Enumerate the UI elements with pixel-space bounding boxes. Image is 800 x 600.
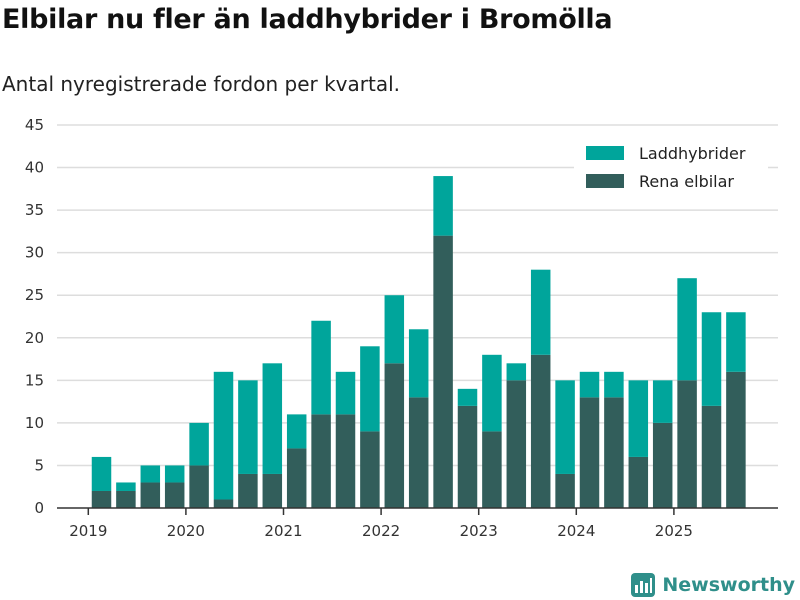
bar-rena-elbilar[interactable] bbox=[189, 465, 209, 508]
bar-laddhybrider[interactable] bbox=[335, 371, 356, 415]
chart-title: Elbilar nu fler än laddhybrider i Bromöl… bbox=[2, 4, 613, 35]
bar-rena-elbilar[interactable] bbox=[555, 473, 575, 508]
bar-laddhybrider[interactable] bbox=[189, 422, 209, 466]
bar-rena-elbilar[interactable] bbox=[213, 499, 234, 508]
bar-laddhybrider[interactable] bbox=[579, 371, 600, 398]
bar-laddhybrider[interactable] bbox=[91, 456, 112, 491]
brand-name: Newsworthy bbox=[662, 574, 795, 596]
y-tick-label: 10 bbox=[25, 414, 44, 432]
bar-rena-elbilar[interactable] bbox=[701, 405, 722, 508]
bar-laddhybrider[interactable] bbox=[701, 312, 722, 406]
bar-laddhybrider[interactable] bbox=[311, 320, 331, 415]
bar-laddhybrider[interactable] bbox=[652, 380, 673, 423]
bar-rena-elbilar[interactable] bbox=[164, 482, 185, 508]
x-tick-label: 2024 bbox=[557, 522, 595, 540]
y-tick-label: 25 bbox=[25, 286, 44, 304]
bar-rena-elbilar[interactable] bbox=[311, 414, 331, 508]
bar-laddhybrider[interactable] bbox=[677, 278, 697, 381]
bar-laddhybrider[interactable] bbox=[506, 363, 527, 381]
bar-rena-elbilar[interactable] bbox=[677, 380, 697, 508]
bar-laddhybrider[interactable] bbox=[140, 465, 161, 483]
bar-rena-elbilar[interactable] bbox=[482, 431, 502, 508]
bar-rena-elbilar[interactable] bbox=[384, 363, 405, 508]
y-tick-label: 5 bbox=[34, 456, 44, 474]
y-tick-label: 15 bbox=[25, 371, 44, 389]
bar-rena-elbilar[interactable] bbox=[286, 448, 307, 508]
bar-rena-elbilar[interactable] bbox=[628, 456, 649, 508]
bar-laddhybrider[interactable] bbox=[384, 295, 405, 364]
x-tick-label: 2023 bbox=[460, 522, 498, 540]
bar-rena-elbilar[interactable] bbox=[262, 473, 283, 508]
bar-laddhybrider[interactable] bbox=[408, 329, 429, 398]
bar-laddhybrider[interactable] bbox=[555, 380, 575, 474]
x-tick-label: 2025 bbox=[655, 522, 693, 540]
bar-rena-elbilar[interactable] bbox=[726, 371, 746, 508]
bar-laddhybrider[interactable] bbox=[238, 380, 258, 474]
x-tick-label: 2019 bbox=[69, 522, 107, 540]
legend: Laddhybrider Rena elbilar bbox=[574, 137, 768, 197]
x-axis: 2019 2020 2021 2022 2023 2024 2025 bbox=[57, 507, 778, 540]
y-tick-label: 35 bbox=[25, 201, 44, 219]
bar-laddhybrider[interactable] bbox=[726, 312, 746, 372]
bar-rena-elbilar[interactable] bbox=[408, 397, 429, 508]
bar-laddhybrider[interactable] bbox=[457, 388, 478, 406]
bar-rena-elbilar[interactable] bbox=[457, 405, 478, 508]
newsworthy-icon bbox=[631, 573, 656, 597]
bar-rena-elbilar[interactable] bbox=[604, 397, 624, 508]
bar-laddhybrider[interactable] bbox=[213, 371, 234, 500]
x-tick-label: 2020 bbox=[167, 522, 205, 540]
bar-rena-elbilar[interactable] bbox=[140, 482, 161, 508]
y-tick-label: 0 bbox=[34, 499, 44, 517]
bar-rena-elbilar[interactable] bbox=[506, 380, 527, 508]
bar-laddhybrider[interactable] bbox=[286, 414, 307, 449]
bar-laddhybrider[interactable] bbox=[604, 371, 624, 398]
bar-laddhybrider[interactable] bbox=[262, 363, 283, 474]
bar-rena-elbilar[interactable] bbox=[91, 490, 112, 508]
legend-label: Laddhybrider bbox=[639, 144, 746, 163]
y-tick-label: 30 bbox=[25, 244, 44, 262]
bar-laddhybrider[interactable] bbox=[164, 465, 185, 483]
y-axis-labels: 0 5 10 15 20 25 30 35 40 45 bbox=[25, 116, 44, 517]
bar-laddhybrider[interactable] bbox=[628, 380, 649, 457]
newsworthy-logo[interactable]: Newsworthy bbox=[630, 572, 795, 598]
y-tick-label: 20 bbox=[25, 329, 44, 347]
bar-laddhybrider[interactable] bbox=[360, 346, 380, 432]
bars bbox=[91, 176, 746, 508]
y-tick-label: 45 bbox=[25, 116, 44, 134]
bar-rena-elbilar[interactable] bbox=[652, 422, 673, 508]
bar-laddhybrider[interactable] bbox=[116, 482, 136, 491]
bar-laddhybrider[interactable] bbox=[433, 176, 453, 236]
y-tick-label: 40 bbox=[25, 159, 44, 177]
bar-laddhybrider[interactable] bbox=[482, 354, 502, 432]
x-tick-label: 2021 bbox=[264, 522, 302, 540]
chart-subtitle: Antal nyregistrerade fordon per kvartal. bbox=[2, 72, 401, 96]
bar-rena-elbilar[interactable] bbox=[116, 490, 136, 508]
bar-rena-elbilar[interactable] bbox=[530, 354, 551, 508]
legend-label: Rena elbilar bbox=[639, 172, 734, 191]
bar-laddhybrider[interactable] bbox=[530, 269, 551, 355]
x-tick-label: 2022 bbox=[362, 522, 400, 540]
legend-swatch bbox=[586, 146, 624, 160]
bar-rena-elbilar[interactable] bbox=[579, 397, 600, 508]
bar-rena-elbilar[interactable] bbox=[238, 473, 258, 508]
bar-rena-elbilar[interactable] bbox=[335, 414, 356, 508]
legend-swatch bbox=[586, 174, 624, 188]
bar-rena-elbilar[interactable] bbox=[360, 431, 380, 508]
bar-rena-elbilar[interactable] bbox=[433, 235, 453, 508]
